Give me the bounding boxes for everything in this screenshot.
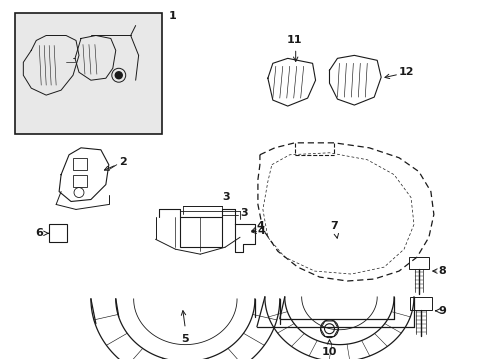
Bar (73, 175, 87, 186)
Text: 7: 7 (330, 221, 338, 231)
Circle shape (115, 72, 122, 79)
Text: 4: 4 (257, 226, 265, 236)
Text: 4: 4 (256, 221, 264, 231)
Text: 3: 3 (240, 208, 247, 219)
Text: 2: 2 (119, 157, 126, 167)
Text: 5: 5 (181, 334, 189, 344)
Text: 10: 10 (321, 347, 337, 357)
Text: 11: 11 (286, 35, 302, 45)
Text: 12: 12 (398, 67, 414, 77)
Text: 6: 6 (35, 228, 43, 238)
Text: 8: 8 (438, 266, 446, 276)
Bar (73, 158, 87, 170)
Bar (180, 217, 222, 247)
Bar (408, 257, 428, 269)
Bar (15, 13, 162, 134)
Text: 9: 9 (438, 306, 446, 316)
Bar (409, 297, 431, 310)
Bar (49, 224, 67, 242)
Text: 3: 3 (222, 193, 229, 202)
Text: 1: 1 (168, 11, 176, 21)
